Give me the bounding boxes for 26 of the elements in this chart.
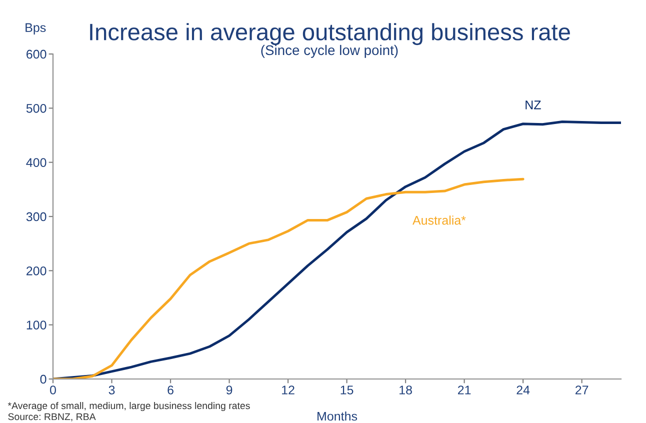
y-tick-label: 500 bbox=[26, 104, 46, 113]
source-note: Source: RBNZ, RBA bbox=[8, 413, 96, 422]
x-tick-label: 9 bbox=[226, 386, 232, 394]
x-tick-label: 12 bbox=[282, 386, 294, 394]
x-tick-label: 3 bbox=[108, 386, 115, 394]
x-axis-title: Months bbox=[318, 412, 358, 421]
y-tick-label: 600 bbox=[26, 50, 46, 59]
y-tick-label: 300 bbox=[26, 212, 46, 222]
y-tick-label: 100 bbox=[26, 320, 46, 330]
x-tick-label: 27 bbox=[576, 386, 588, 394]
chart-title: Increase in average outstanding business rate bbox=[90, 23, 570, 46]
line-series bbox=[53, 178, 524, 379]
series-label: NZ bbox=[526, 100, 541, 110]
y-tick-label: 200 bbox=[26, 266, 46, 276]
x-tick-label: 18 bbox=[400, 386, 412, 394]
x-tick-label: 24 bbox=[516, 386, 530, 394]
series-label: Australia* bbox=[412, 216, 466, 225]
y-axis-title: Bps bbox=[26, 23, 46, 34]
y-tick-label: 400 bbox=[26, 158, 46, 167]
chart-subtitle: (Since cycle low point) bbox=[261, 44, 398, 58]
x-tick-label: 21 bbox=[458, 386, 471, 394]
text: *Average of small, medium, large business lending rates bbox=[8, 402, 250, 412]
x-tick-label: 15 bbox=[340, 386, 354, 394]
x-tick-label: 0 bbox=[50, 386, 56, 394]
y-tick-label: 0 bbox=[40, 374, 46, 384]
x-tick-label: 6 bbox=[168, 386, 174, 394]
